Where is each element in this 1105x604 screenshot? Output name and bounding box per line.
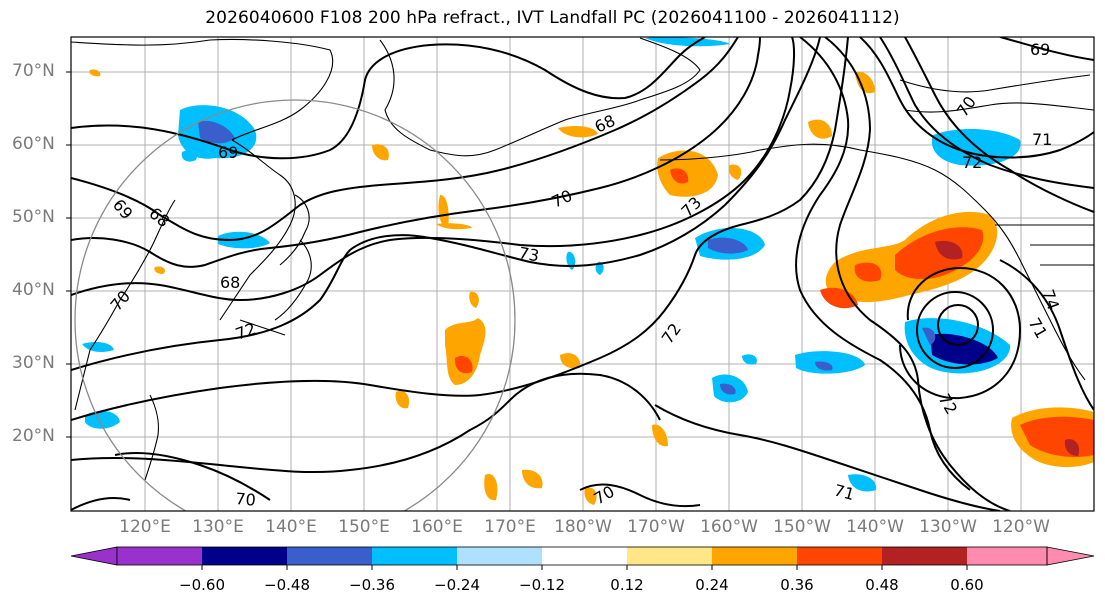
lat-label: 60°N [12,134,55,154]
map-border [70,36,1095,512]
lat-label: 30°N [12,353,55,373]
lon-label: 140°W [846,517,904,537]
colorbar-tick-label: −0.48 [264,576,310,594]
lon-label: 140°E [265,517,317,537]
contour-label: 69 [218,143,238,162]
lon-label: 160°W [700,517,758,537]
contour-label: 73 [517,243,540,265]
colorbar-tick-label: 0.24 [695,576,729,594]
lon-label: 170°W [627,517,685,537]
colorbar-tick-label: 0.36 [780,576,814,594]
contour-label: 68 [220,273,240,292]
lon-label: 180°W [554,517,612,537]
coastlines [71,37,1094,481]
colorbar-tick-label: −0.24 [434,576,480,594]
map-title: 2026040600 F108 200 hPa refract., IVT La… [205,8,900,28]
lon-label: 130°E [192,517,244,537]
lon-label: 120°E [119,517,171,537]
colorbar-tick-label: −0.60 [179,576,225,594]
contour-label: 72 [962,153,982,172]
refractivity-contours [71,37,1094,511]
positive-patch-bering [657,150,718,197]
colorbar-extend-right [1046,546,1095,566]
colorbar-tick-label: 0.48 [865,576,899,594]
ivt-shading [82,37,1094,505]
lon-label: 120°W [992,517,1050,537]
colorbar-tick-label: 0.12 [610,576,644,594]
contour-label: 71 [832,481,857,505]
lon-label: 160°E [411,517,463,537]
lon-label: 150°W [773,517,831,537]
lon-label: 130°W [919,517,977,537]
contour-label: 69 [1030,40,1050,59]
axis-ticks [66,71,71,438]
lon-label: 170°E [484,517,536,537]
colorbar-tick-label: 0.60 [950,576,984,594]
colorbar [70,546,1095,570]
colorbar-tick-label: −0.12 [519,576,565,594]
lon-label: 150°E [338,517,390,537]
contour-label: 71 [1032,130,1052,149]
contour-label: 70 [235,489,257,510]
lat-label: 50°N [12,207,55,227]
lat-label: 20°N [12,426,55,446]
lat-label: 70°N [12,61,55,81]
colorbar-extend-left [70,546,118,566]
colorbar-tick-label: −0.36 [349,576,395,594]
lat-label: 40°N [12,280,55,300]
